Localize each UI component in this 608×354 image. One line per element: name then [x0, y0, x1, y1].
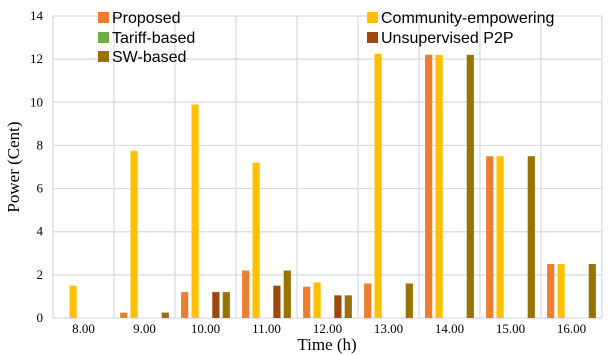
- bar-4-8: [588, 264, 596, 318]
- bar-4-3: [283, 270, 291, 318]
- x-tick-label-7: 15.00: [496, 321, 525, 336]
- legend-swatch-1: [367, 12, 378, 23]
- x-tick-label-8: 16.00: [557, 321, 586, 336]
- grid: [52, 15, 603, 319]
- legend-label-1: Community-empowering: [381, 10, 554, 27]
- bar-4-6: [466, 54, 474, 318]
- y-tick-labels: 0 2 4 6 8 10 12 14: [30, 8, 44, 325]
- bar-1-0: [69, 285, 77, 318]
- x-tick-labels: 8.00 9.00 10.00 11.00 12.00 13.00 14.00 15.00 16…: [72, 321, 586, 336]
- y-tick-label-3: 6: [37, 181, 44, 196]
- y-tick-label-4: 8: [37, 137, 44, 152]
- y-axis-label: Power (Cent): [4, 121, 23, 212]
- bar-0-2: [181, 292, 189, 318]
- x-tick-label-1: 9.00: [133, 321, 156, 336]
- bar-1-2: [191, 104, 199, 318]
- legend-label-3: Unsupervised P2P: [381, 30, 514, 47]
- bar-3-3: [273, 285, 281, 318]
- bar-4-5: [405, 283, 413, 318]
- bar-1-8: [557, 264, 565, 318]
- bar-3-4: [334, 295, 342, 318]
- y-tick-label-0: 0: [37, 310, 44, 325]
- legend-swatch-0: [98, 12, 109, 23]
- legend-label-4: SW-based: [112, 49, 186, 66]
- legend-swatch-2: [98, 32, 109, 43]
- x-axis-label: Time (h): [297, 335, 356, 354]
- legend-label-2: Tariff-based: [112, 30, 195, 47]
- y-tick-label-1: 2: [37, 267, 44, 282]
- bar-1-1: [130, 150, 138, 318]
- legend: Proposed Tariff-based SW-based Community-em…: [98, 10, 554, 66]
- bar-0-7: [486, 156, 494, 318]
- bar-0-8: [547, 264, 555, 318]
- bar-3-2: [212, 292, 220, 318]
- bar-0-6: [425, 54, 433, 318]
- x-tick-label-6: 14.00: [435, 321, 464, 336]
- bars: [69, 53, 596, 318]
- bar-1-5: [374, 53, 382, 318]
- y-tick-label-2: 4: [37, 224, 44, 239]
- legend-swatch-4: [98, 51, 109, 62]
- x-tick-label-4: 12.00: [313, 321, 342, 336]
- y-tick-label-7: 14: [30, 8, 44, 23]
- bar-0-4: [303, 286, 311, 318]
- x-tick-label-2: 10.00: [191, 321, 220, 336]
- x-tick-label-3: 11.00: [252, 321, 281, 336]
- bar-1-7: [496, 156, 504, 318]
- y-tick-label-6: 12: [30, 51, 43, 66]
- bar-1-3: [252, 162, 260, 318]
- bar-1-6: [435, 54, 443, 318]
- bar-0-3: [242, 270, 250, 318]
- legend-label-0: Proposed: [112, 10, 181, 27]
- bar-4-4: [344, 295, 352, 318]
- x-tick-label-5: 13.00: [374, 321, 403, 336]
- bar-4-1: [161, 312, 169, 318]
- y-tick-label-5: 10: [30, 94, 43, 109]
- bar-4-2: [222, 292, 230, 318]
- bar-0-5: [364, 283, 372, 318]
- bar-4-7: [527, 156, 535, 318]
- bar-0-1: [120, 312, 128, 318]
- legend-swatch-3: [367, 32, 378, 43]
- bar-1-4: [313, 282, 321, 318]
- x-tick-label-0: 8.00: [72, 321, 95, 336]
